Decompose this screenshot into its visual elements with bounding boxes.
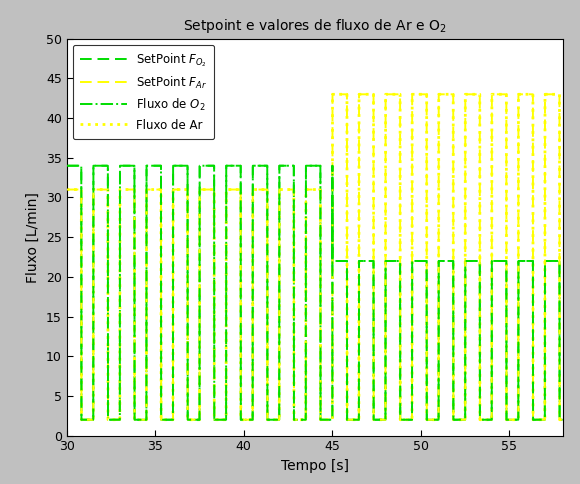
- SetPoint $F_{O_2}$: [162, 417, 169, 423]
- SetPoint $F_{Ar}$: [295, 417, 302, 423]
- Fluxo de $O_2$: [200, 163, 206, 168]
- SetPoint $F_{O_2}$: [387, 258, 394, 264]
- Fluxo de Ar: [568, 91, 575, 97]
- Fluxo de Ar: [329, 91, 336, 97]
- Fluxo de $O_2$: [217, 417, 224, 423]
- Y-axis label: Fluxo [L/min]: Fluxo [L/min]: [26, 192, 40, 283]
- Fluxo de $O_2$: [78, 417, 85, 423]
- SetPoint $F_{Ar}$: [162, 417, 169, 423]
- Fluxo de $O_2$: [568, 258, 575, 264]
- SetPoint $F_{Ar}$: [387, 91, 394, 97]
- SetPoint $F_{O_2}$: [295, 417, 302, 423]
- X-axis label: Tempo [s]: Tempo [s]: [281, 459, 349, 473]
- SetPoint $F_{Ar}$: [63, 187, 70, 193]
- Legend: SetPoint $F_{O_2}$, SetPoint $F_{Ar}$, Fluxo de $O_2$, Fluxo de Ar: SetPoint $F_{O_2}$, SetPoint $F_{Ar}$, F…: [72, 45, 214, 139]
- Fluxo de Ar: [200, 187, 206, 193]
- Fluxo de Ar: [154, 187, 161, 193]
- Line: Fluxo de Ar: Fluxo de Ar: [67, 94, 571, 420]
- SetPoint $F_{Ar}$: [78, 417, 85, 423]
- Fluxo de Ar: [387, 91, 394, 97]
- Fluxo de Ar: [78, 417, 85, 423]
- SetPoint $F_{Ar}$: [200, 187, 206, 193]
- Title: Setpoint e valores de fluxo de Ar e O$_2$: Setpoint e valores de fluxo de Ar e O$_2…: [183, 17, 447, 35]
- Fluxo de Ar: [162, 417, 169, 423]
- Fluxo de $O_2$: [387, 258, 394, 264]
- SetPoint $F_{O_2}$: [154, 163, 161, 168]
- SetPoint $F_{O_2}$: [217, 417, 224, 423]
- Fluxo de Ar: [217, 417, 224, 423]
- SetPoint $F_{Ar}$: [154, 187, 161, 193]
- SetPoint $F_{O_2}$: [568, 258, 575, 264]
- Fluxo de Ar: [295, 417, 302, 423]
- SetPoint $F_{O_2}$: [78, 417, 85, 423]
- Line: SetPoint $F_{Ar}$: SetPoint $F_{Ar}$: [67, 94, 571, 420]
- SetPoint $F_{O_2}$: [63, 163, 70, 168]
- SetPoint $F_{Ar}$: [329, 91, 336, 97]
- SetPoint $F_{Ar}$: [217, 417, 224, 423]
- Fluxo de $O_2$: [63, 163, 70, 168]
- SetPoint $F_{O_2}$: [200, 163, 206, 168]
- SetPoint $F_{Ar}$: [568, 91, 575, 97]
- Line: Fluxo de $O_2$: Fluxo de $O_2$: [67, 166, 571, 420]
- Fluxo de $O_2$: [154, 163, 161, 168]
- Fluxo de Ar: [63, 187, 70, 193]
- Fluxo de $O_2$: [295, 417, 302, 423]
- Fluxo de $O_2$: [162, 417, 169, 423]
- Line: SetPoint $F_{O_2}$: SetPoint $F_{O_2}$: [67, 166, 571, 420]
